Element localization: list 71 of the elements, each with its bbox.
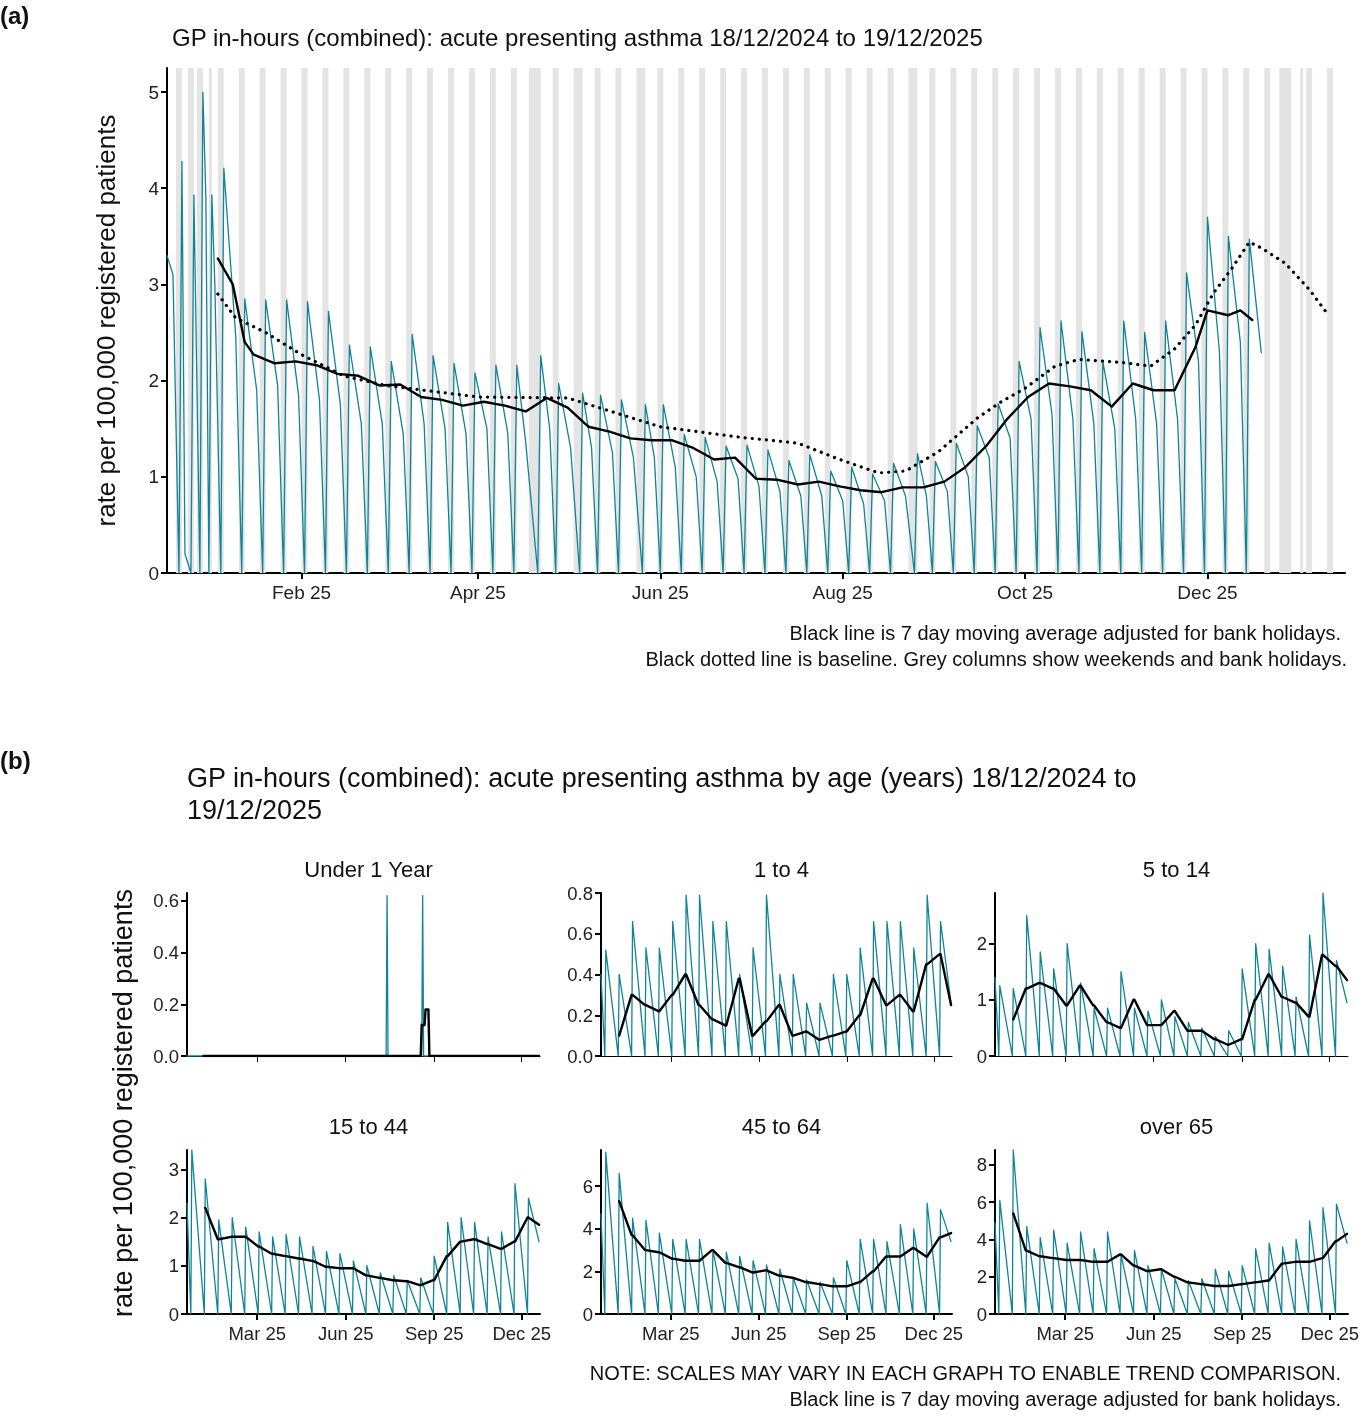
- text: GP in-hours (combined): acute presenting asthma by age (years) 18/12/2024 to 19/12/2025: [187, 762, 1138, 826]
- x-tick-label: Oct 25: [997, 582, 1054, 603]
- x-tick-label: Jun 25: [731, 1323, 787, 1344]
- line-series: [617, 1199, 953, 1288]
- y-tick-label: 0.2: [153, 993, 179, 1015]
- x-tick-label: Mar 25: [642, 1323, 700, 1344]
- y-tick-label: 0.0: [153, 1045, 179, 1067]
- chart-title: Under 1 Year: [304, 856, 433, 882]
- y-tick-label: 3: [148, 273, 159, 295]
- y-tick-label: 3: [168, 1158, 179, 1180]
- line-series: [166, 91, 1262, 574]
- chart-title: 1 to 4: [753, 856, 810, 882]
- x-tick-label: Feb 25: [271, 582, 332, 603]
- y-tick-label: 0.6: [567, 923, 593, 945]
- y-tick-label: 0.4: [567, 964, 593, 985]
- y-tick-label: 2: [148, 370, 159, 392]
- y-tick-label: 0: [976, 1045, 987, 1067]
- y-tick-label: 0: [976, 1303, 987, 1325]
- y-tick-label: 2: [582, 1260, 593, 1282]
- x-tick-label: Jun 25: [631, 582, 689, 603]
- y-tick-label: 5: [148, 81, 159, 103]
- line-series: [1012, 1212, 1349, 1288]
- y-axis-title: rate per 100,000 registered patients: [107, 889, 139, 1317]
- x-tick-label: Dec 25: [1300, 1323, 1360, 1344]
- y-tick-label: 0.0: [567, 1045, 593, 1067]
- x-tick-label: Mar 25: [228, 1323, 286, 1344]
- y-tick-label: 0.4: [153, 942, 179, 964]
- x-tick-label: Aug 25: [812, 582, 873, 603]
- x-tick-label: Sep 25: [1212, 1323, 1272, 1344]
- chart-title: over 65: [1139, 1113, 1214, 1139]
- chart-title: 15 to 44: [328, 1113, 409, 1139]
- line-series: [617, 952, 953, 1041]
- y-tick-label: 4: [976, 1228, 987, 1250]
- y-tick-label: 6: [582, 1175, 593, 1197]
- y-tick-label: 4: [582, 1218, 593, 1240]
- chart-title: GP in-hours (combined): acute presenting asthma 18/12/2024 to 19/12/2025: [172, 23, 983, 51]
- y-tick-label: 1: [976, 989, 987, 1011]
- y-tick-label: 2: [168, 1207, 179, 1229]
- x-tick-label: Apr 25: [449, 582, 506, 603]
- y-tick-label: 0: [148, 562, 159, 584]
- x-tick-label: Sep 25: [817, 1323, 877, 1344]
- text: Black line is 7 day moving average adjusted for bank holidays.: [789, 622, 1341, 645]
- y-tick-label: 1: [148, 466, 159, 488]
- x-tick-label: Dec 25: [904, 1323, 964, 1344]
- text: Black line is 7 day moving average adjusted for bank holidays.: [789, 1388, 1341, 1411]
- x-tick-label: Jun 25: [1125, 1323, 1182, 1344]
- chart-title: 5 to 14: [1142, 856, 1211, 882]
- x-tick-label: Mar 25: [1036, 1323, 1094, 1344]
- y-tick-label: 2: [976, 1266, 987, 1288]
- y-tick-label: 0: [582, 1303, 593, 1325]
- y-tick-label: 6: [976, 1191, 987, 1213]
- x-tick-label: Dec 25: [492, 1323, 552, 1344]
- line-series: [1012, 953, 1349, 1046]
- y-tick-label: 2: [976, 933, 987, 955]
- y-axis-title: rate per 100,000 registered patients: [91, 114, 121, 527]
- x-tick-label: Dec 25: [1177, 582, 1238, 603]
- text: (b): [0, 747, 31, 775]
- y-tick-label: 0.6: [153, 890, 179, 912]
- chart-title: 45 to 64: [741, 1113, 822, 1139]
- text: Black dotted line is baseline. Grey columns show weekends and bank holidays.: [645, 648, 1347, 671]
- y-tick-label: 8: [976, 1154, 987, 1176]
- y-tick-label: 0: [168, 1303, 179, 1325]
- y-tick-label: 0.2: [567, 1004, 593, 1026]
- x-tick-label: Jun 25: [317, 1323, 374, 1344]
- x-tick-label: Sep 25: [404, 1323, 464, 1344]
- y-tick-label: 1: [168, 1255, 179, 1277]
- y-tick-label: 0.8: [567, 882, 593, 904]
- text: NOTE: SCALES MAY VARY IN EACH GRAPH TO ENABLE TREND COMPARISON.: [589, 1362, 1341, 1385]
- text: (a): [0, 2, 30, 30]
- line-series: [204, 1206, 541, 1287]
- y-tick-label: 4: [148, 177, 160, 199]
